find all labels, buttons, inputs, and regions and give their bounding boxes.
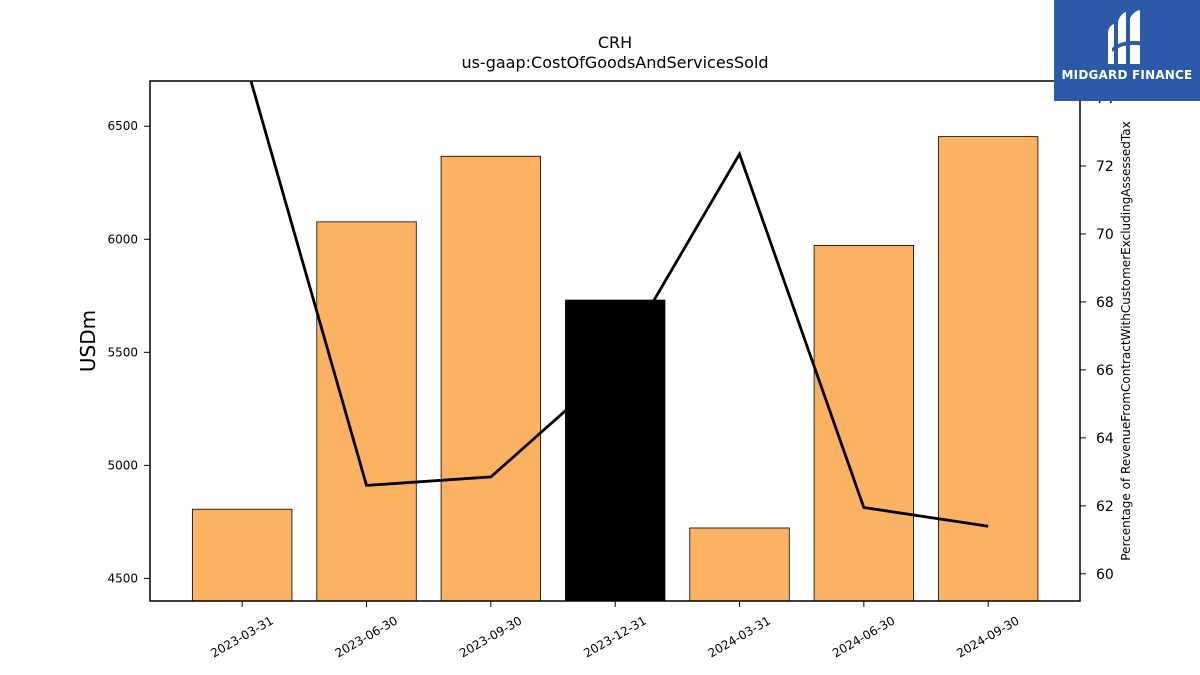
y-tick-label-right: 64 <box>1096 431 1114 447</box>
x-tick-label: 2023-09-30 <box>457 613 524 660</box>
y-tick-label-left: 6500 <box>107 119 138 133</box>
bars-layer <box>192 136 1039 602</box>
y-tick-label-right: 70 <box>1096 227 1114 243</box>
bar-2023-12-31 <box>565 299 666 602</box>
x-tick-label: 2024-03-31 <box>706 613 773 660</box>
y-tick-label-left: 4500 <box>107 571 138 585</box>
logo-text: MIDGARD FINANCE <box>1061 68 1193 82</box>
y-axis-label-left: USDm <box>76 310 100 372</box>
midgard-finance-logo: MIDGARD FINANCE <box>1054 0 1200 101</box>
chart-subtitle: us-gaap:CostOfGoodsAndServicesSold <box>461 53 768 72</box>
bar-2023-09-30 <box>440 155 542 602</box>
y-tick-label-left: 6000 <box>107 232 138 246</box>
y-tick-label-right: 72 <box>1096 159 1114 175</box>
x-tick-label: 2023-03-31 <box>208 613 275 660</box>
bar-2024-03-31 <box>689 527 790 602</box>
x-tick-label: 2023-06-30 <box>333 613 400 660</box>
y-axis-right: 6062646668707274 <box>1080 91 1114 583</box>
y-tick-label-right: 62 <box>1096 499 1114 515</box>
bar-2024-09-30 <box>938 136 1039 602</box>
bar-2023-03-31 <box>192 508 293 602</box>
y-tick-label-right: 68 <box>1096 295 1114 311</box>
bar-2024-06-30 <box>813 244 914 602</box>
y-axis-left: 4500 5000 5500 6000 6500 <box>107 119 150 585</box>
bar-2023-06-30 <box>316 221 417 602</box>
chart-title: CRH <box>598 33 632 52</box>
y-tick-label-left: 5000 <box>107 458 138 472</box>
x-tick-label: 2024-06-30 <box>830 613 897 660</box>
x-tick-label: 2024-09-30 <box>954 613 1021 660</box>
x-axis: 2023-03-31 2023-06-30 2023-09-30 2023-12-31… <box>208 601 1022 660</box>
percentage-line <box>249 81 989 528</box>
y-axis-label-right: Percentage of RevenueFromContractWithCus… <box>1119 121 1133 560</box>
line-layer <box>249 81 989 528</box>
y-tick-label-left: 5500 <box>107 345 138 359</box>
midgard-logo-icon <box>1108 10 1144 64</box>
x-tick-label: 2023-12-31 <box>581 613 648 660</box>
y-tick-label-right: 66 <box>1096 363 1114 379</box>
y-tick-label-right: 60 <box>1096 567 1114 583</box>
